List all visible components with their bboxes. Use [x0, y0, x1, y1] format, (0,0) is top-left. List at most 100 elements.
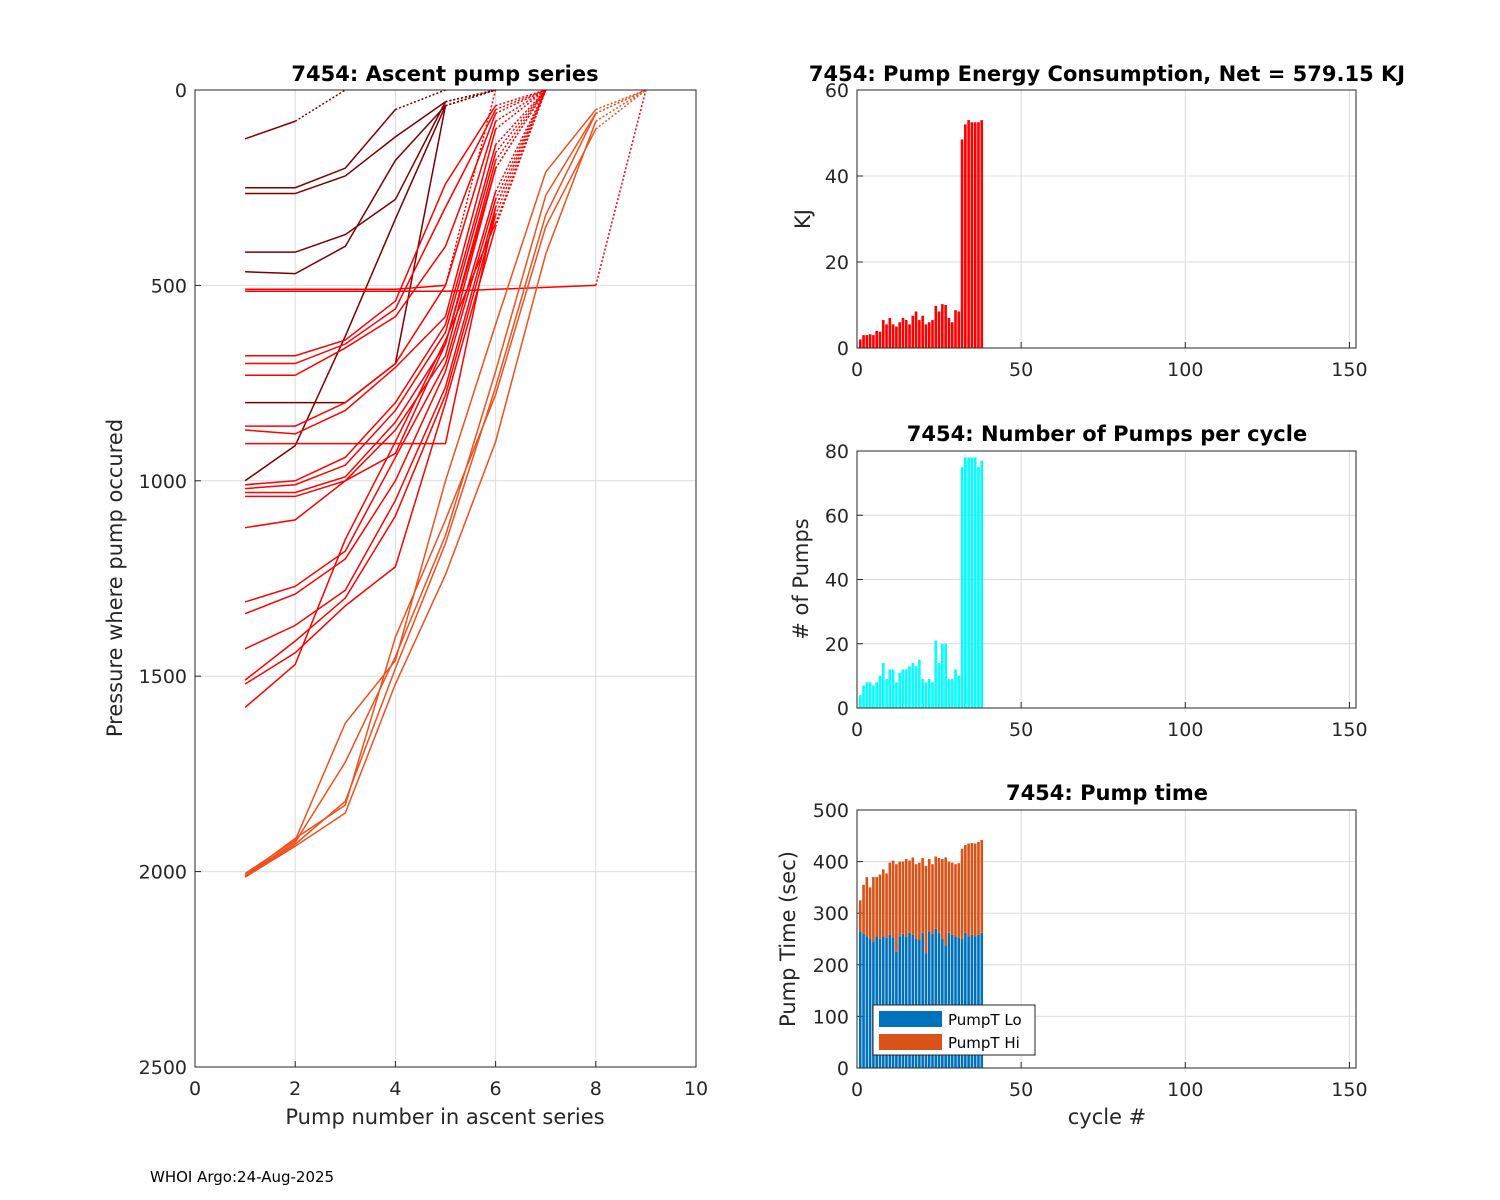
bar-pumpt-hi [904, 859, 908, 937]
bar [957, 311, 961, 348]
pump-time-chart: 0 50 100 150 0 100 200 300 400 500 [813, 800, 1368, 1101]
bar-pumpt-hi [914, 864, 918, 939]
energy-title: 7454: Pump Energy Consumption, Net = 579… [809, 62, 1405, 86]
bar-pumpt-hi [888, 862, 892, 935]
ascent-series-line [244, 207, 497, 650]
bar-pumpt-lo [908, 932, 911, 1068]
bar [931, 320, 934, 348]
bar [881, 320, 885, 348]
y-tick-label: 200 [813, 955, 849, 977]
bar [944, 643, 947, 708]
bar-pumpt-lo [888, 934, 892, 1068]
bar-pumpt-hi [908, 860, 911, 933]
time-ylabel: Pump Time (sec) [776, 851, 800, 1027]
y-tick-label: 400 [813, 852, 849, 874]
ascent-surface-segment [495, 89, 547, 130]
bar [934, 640, 938, 708]
bar [914, 311, 918, 348]
bar [862, 685, 865, 708]
bar [885, 679, 888, 708]
bar [937, 663, 941, 708]
ascent-series-line [245, 101, 447, 253]
ascent-surface-segment [495, 89, 547, 122]
bar [881, 663, 885, 708]
y-tick-label: 20 [825, 252, 849, 274]
ascent-series-line [245, 105, 497, 357]
y-tick-label: 40 [825, 166, 849, 188]
bar-pumpt-hi [973, 843, 977, 937]
legend-label-lo: PumpT Lo [948, 1011, 1022, 1029]
bar [931, 682, 934, 708]
ascent-series-line [245, 167, 497, 498]
x-tick-label: 50 [1009, 1079, 1033, 1101]
ascent-series-line [245, 207, 497, 445]
pump-energy-chart: 0 50 100 150 0 20 40 60 [825, 80, 1368, 381]
x-tick-label: 150 [1331, 1079, 1367, 1101]
bar-pumpt-lo [891, 937, 895, 1068]
ascent-surface-segment [395, 89, 446, 111]
bar [924, 682, 928, 708]
bar-pumpt-lo [937, 932, 941, 1068]
bar-pumpt-lo [960, 939, 964, 1068]
ascent-series-line [244, 214, 497, 681]
bar-pumpt-lo [954, 936, 957, 1068]
legend-swatch-lo [879, 1011, 942, 1027]
ascent-series-line [244, 191, 497, 603]
x-tick-label: 0 [189, 1078, 201, 1100]
bar-pumpt-lo [921, 932, 924, 1068]
x-tick-label: 0 [851, 719, 863, 741]
ascent-ylabel: Pressure where pump occured [103, 419, 127, 737]
bar-pumpt-lo [947, 932, 951, 1068]
x-tick-label: 0 [851, 359, 863, 381]
y-tick-label: 0 [175, 80, 187, 102]
bar-pumpt-hi [862, 884, 865, 934]
ascent-series-line [244, 109, 597, 875]
y-tick-label: 60 [825, 505, 849, 527]
bar [888, 669, 892, 708]
bar [858, 339, 862, 348]
bar-pumpt-hi [941, 859, 944, 939]
axis-border [856, 89, 1357, 349]
axis-border [856, 450, 1357, 709]
x-tick-label: 50 [1009, 719, 1033, 741]
bar [977, 467, 980, 708]
ascent-series-line [244, 167, 497, 529]
bar [967, 120, 970, 348]
bar-pumpt-hi [944, 857, 947, 946]
bar [895, 682, 898, 708]
y-tick-label: 80 [825, 441, 849, 463]
ascent-xlabel: Pump number in ascent series [285, 1105, 604, 1129]
bar-pumpt-lo [875, 936, 879, 1068]
bar [941, 304, 944, 348]
bar-pumpt-hi [931, 864, 934, 934]
y-tick-label: 0 [837, 698, 849, 720]
ascent-surface-segment [445, 89, 496, 103]
bar-pumpt-hi [875, 877, 879, 937]
bar [878, 675, 882, 708]
y-tick-label: 300 [813, 903, 849, 925]
bar-pumpt-hi [858, 900, 862, 932]
bar-pumpt-lo [914, 939, 918, 1068]
bar-pumpt-lo [964, 932, 967, 1068]
bar [914, 666, 918, 708]
bar-pumpt-hi [918, 862, 921, 941]
bar [875, 330, 879, 348]
bar [904, 669, 908, 708]
bar [970, 122, 974, 348]
ascent-surface-segment [595, 89, 647, 130]
footer-stamp: WHOI Argo:24-Aug-2025 [150, 1168, 334, 1186]
x-tick-label: 4 [389, 1078, 401, 1100]
ascent-series-line [244, 226, 497, 685]
bar [868, 334, 872, 348]
ascent-surface-segment [494, 89, 547, 192]
bar [964, 457, 967, 708]
bar [950, 322, 954, 348]
bar-pumpt-lo [858, 931, 862, 1068]
bar-pumpt-hi [967, 843, 970, 937]
bar [980, 120, 984, 348]
bar-pumpt-hi [964, 845, 967, 933]
x-tick-label: 0 [851, 1079, 863, 1101]
x-tick-label: 100 [1167, 359, 1203, 381]
bar-pumpt-hi [980, 839, 984, 933]
bar [865, 335, 869, 348]
